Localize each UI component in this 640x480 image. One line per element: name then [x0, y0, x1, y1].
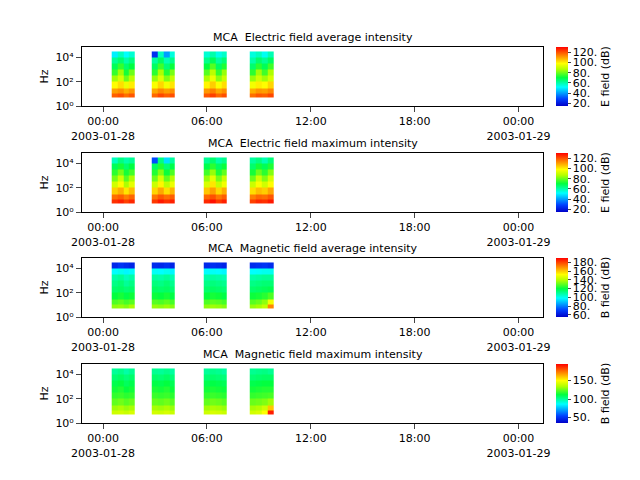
svg-text:06:00: 06:00 — [191, 432, 223, 445]
svg-text:10²: 10² — [55, 182, 73, 195]
svg-text:120.: 120. — [573, 152, 598, 165]
svg-text:12:00: 12:00 — [295, 221, 327, 234]
svg-text:Hz: Hz — [38, 175, 51, 189]
svg-text:Hz: Hz — [38, 280, 51, 294]
svg-text:MCA Magnetic field maximum in: MCA Magnetic field maximum intensity — [203, 348, 423, 361]
svg-text:10²: 10² — [55, 287, 73, 300]
svg-text:B field (dB): B field (dB) — [599, 257, 612, 318]
svg-text:MCA Magnetic field average in: MCA Magnetic field average intensity — [208, 242, 417, 255]
svg-text:160.: 160. — [573, 265, 598, 278]
svg-text:40.: 40. — [573, 87, 591, 100]
svg-text:10⁰: 10⁰ — [55, 311, 74, 324]
svg-text:20.: 20. — [573, 97, 591, 110]
svg-text:06:00: 06:00 — [191, 115, 223, 128]
svg-text:100.: 100. — [573, 291, 598, 304]
svg-text:80.: 80. — [573, 67, 591, 80]
svg-text:00:002003-01-29: 00:002003-01-29 — [487, 326, 551, 353]
svg-text:10²: 10² — [55, 76, 73, 89]
svg-text:20.: 20. — [573, 203, 591, 216]
svg-text:18:00: 18:00 — [399, 326, 431, 339]
svg-text:150.: 150. — [573, 374, 598, 387]
svg-text:10⁴: 10⁴ — [55, 262, 74, 275]
svg-text:10⁴: 10⁴ — [55, 157, 74, 170]
svg-text:MCA Electric field average in: MCA Electric field average intensity — [213, 31, 413, 44]
svg-text:40.: 40. — [573, 193, 591, 206]
svg-text:120.: 120. — [573, 46, 598, 59]
svg-text:60.: 60. — [573, 183, 591, 196]
svg-text:Hz: Hz — [38, 386, 51, 400]
svg-text:18:00: 18:00 — [399, 115, 431, 128]
svg-text:00:002003-01-29: 00:002003-01-29 — [487, 432, 551, 459]
svg-text:B field (dB): B field (dB) — [599, 363, 612, 424]
svg-text:06:00: 06:00 — [191, 326, 223, 339]
svg-text:18:00: 18:00 — [399, 221, 431, 234]
svg-text:00:002003-01-28: 00:002003-01-28 — [71, 115, 135, 142]
svg-text:180.: 180. — [573, 256, 598, 269]
svg-text:140.: 140. — [573, 274, 598, 287]
svg-text:10⁴: 10⁴ — [55, 368, 74, 381]
svg-text:100.: 100. — [573, 56, 598, 69]
svg-text:10⁰: 10⁰ — [55, 417, 74, 430]
svg-text:10⁰: 10⁰ — [55, 206, 74, 219]
svg-text:MCA Electric field maximum in: MCA Electric field maximum intensity — [208, 137, 418, 150]
svg-text:60.: 60. — [573, 309, 591, 322]
svg-text:60.: 60. — [573, 77, 591, 90]
svg-text:100.: 100. — [573, 162, 598, 175]
svg-text:120.: 120. — [573, 282, 598, 295]
svg-text:18:00: 18:00 — [399, 432, 431, 445]
svg-text:80.: 80. — [573, 173, 591, 186]
svg-text:80.: 80. — [573, 300, 591, 313]
svg-text:12:00: 12:00 — [295, 432, 327, 445]
svg-text:00:002003-01-28: 00:002003-01-28 — [71, 432, 135, 459]
svg-text:06:00: 06:00 — [191, 221, 223, 234]
svg-text:50.: 50. — [573, 411, 591, 424]
svg-text:10⁰: 10⁰ — [55, 100, 74, 113]
svg-text:Hz: Hz — [38, 69, 51, 83]
svg-text:00:002003-01-29: 00:002003-01-29 — [487, 221, 551, 248]
svg-text:E field (dB): E field (dB) — [599, 152, 612, 213]
svg-text:100.: 100. — [573, 393, 598, 406]
svg-text:00:002003-01-28: 00:002003-01-28 — [71, 326, 135, 353]
svg-text:E field (dB): E field (dB) — [599, 46, 612, 107]
svg-text:12:00: 12:00 — [295, 115, 327, 128]
svg-text:00:002003-01-28: 00:002003-01-28 — [71, 221, 135, 248]
svg-text:12:00: 12:00 — [295, 326, 327, 339]
svg-text:10⁴: 10⁴ — [55, 51, 74, 64]
svg-text:10²: 10² — [55, 393, 73, 406]
svg-text:00:002003-01-29: 00:002003-01-29 — [487, 115, 551, 142]
